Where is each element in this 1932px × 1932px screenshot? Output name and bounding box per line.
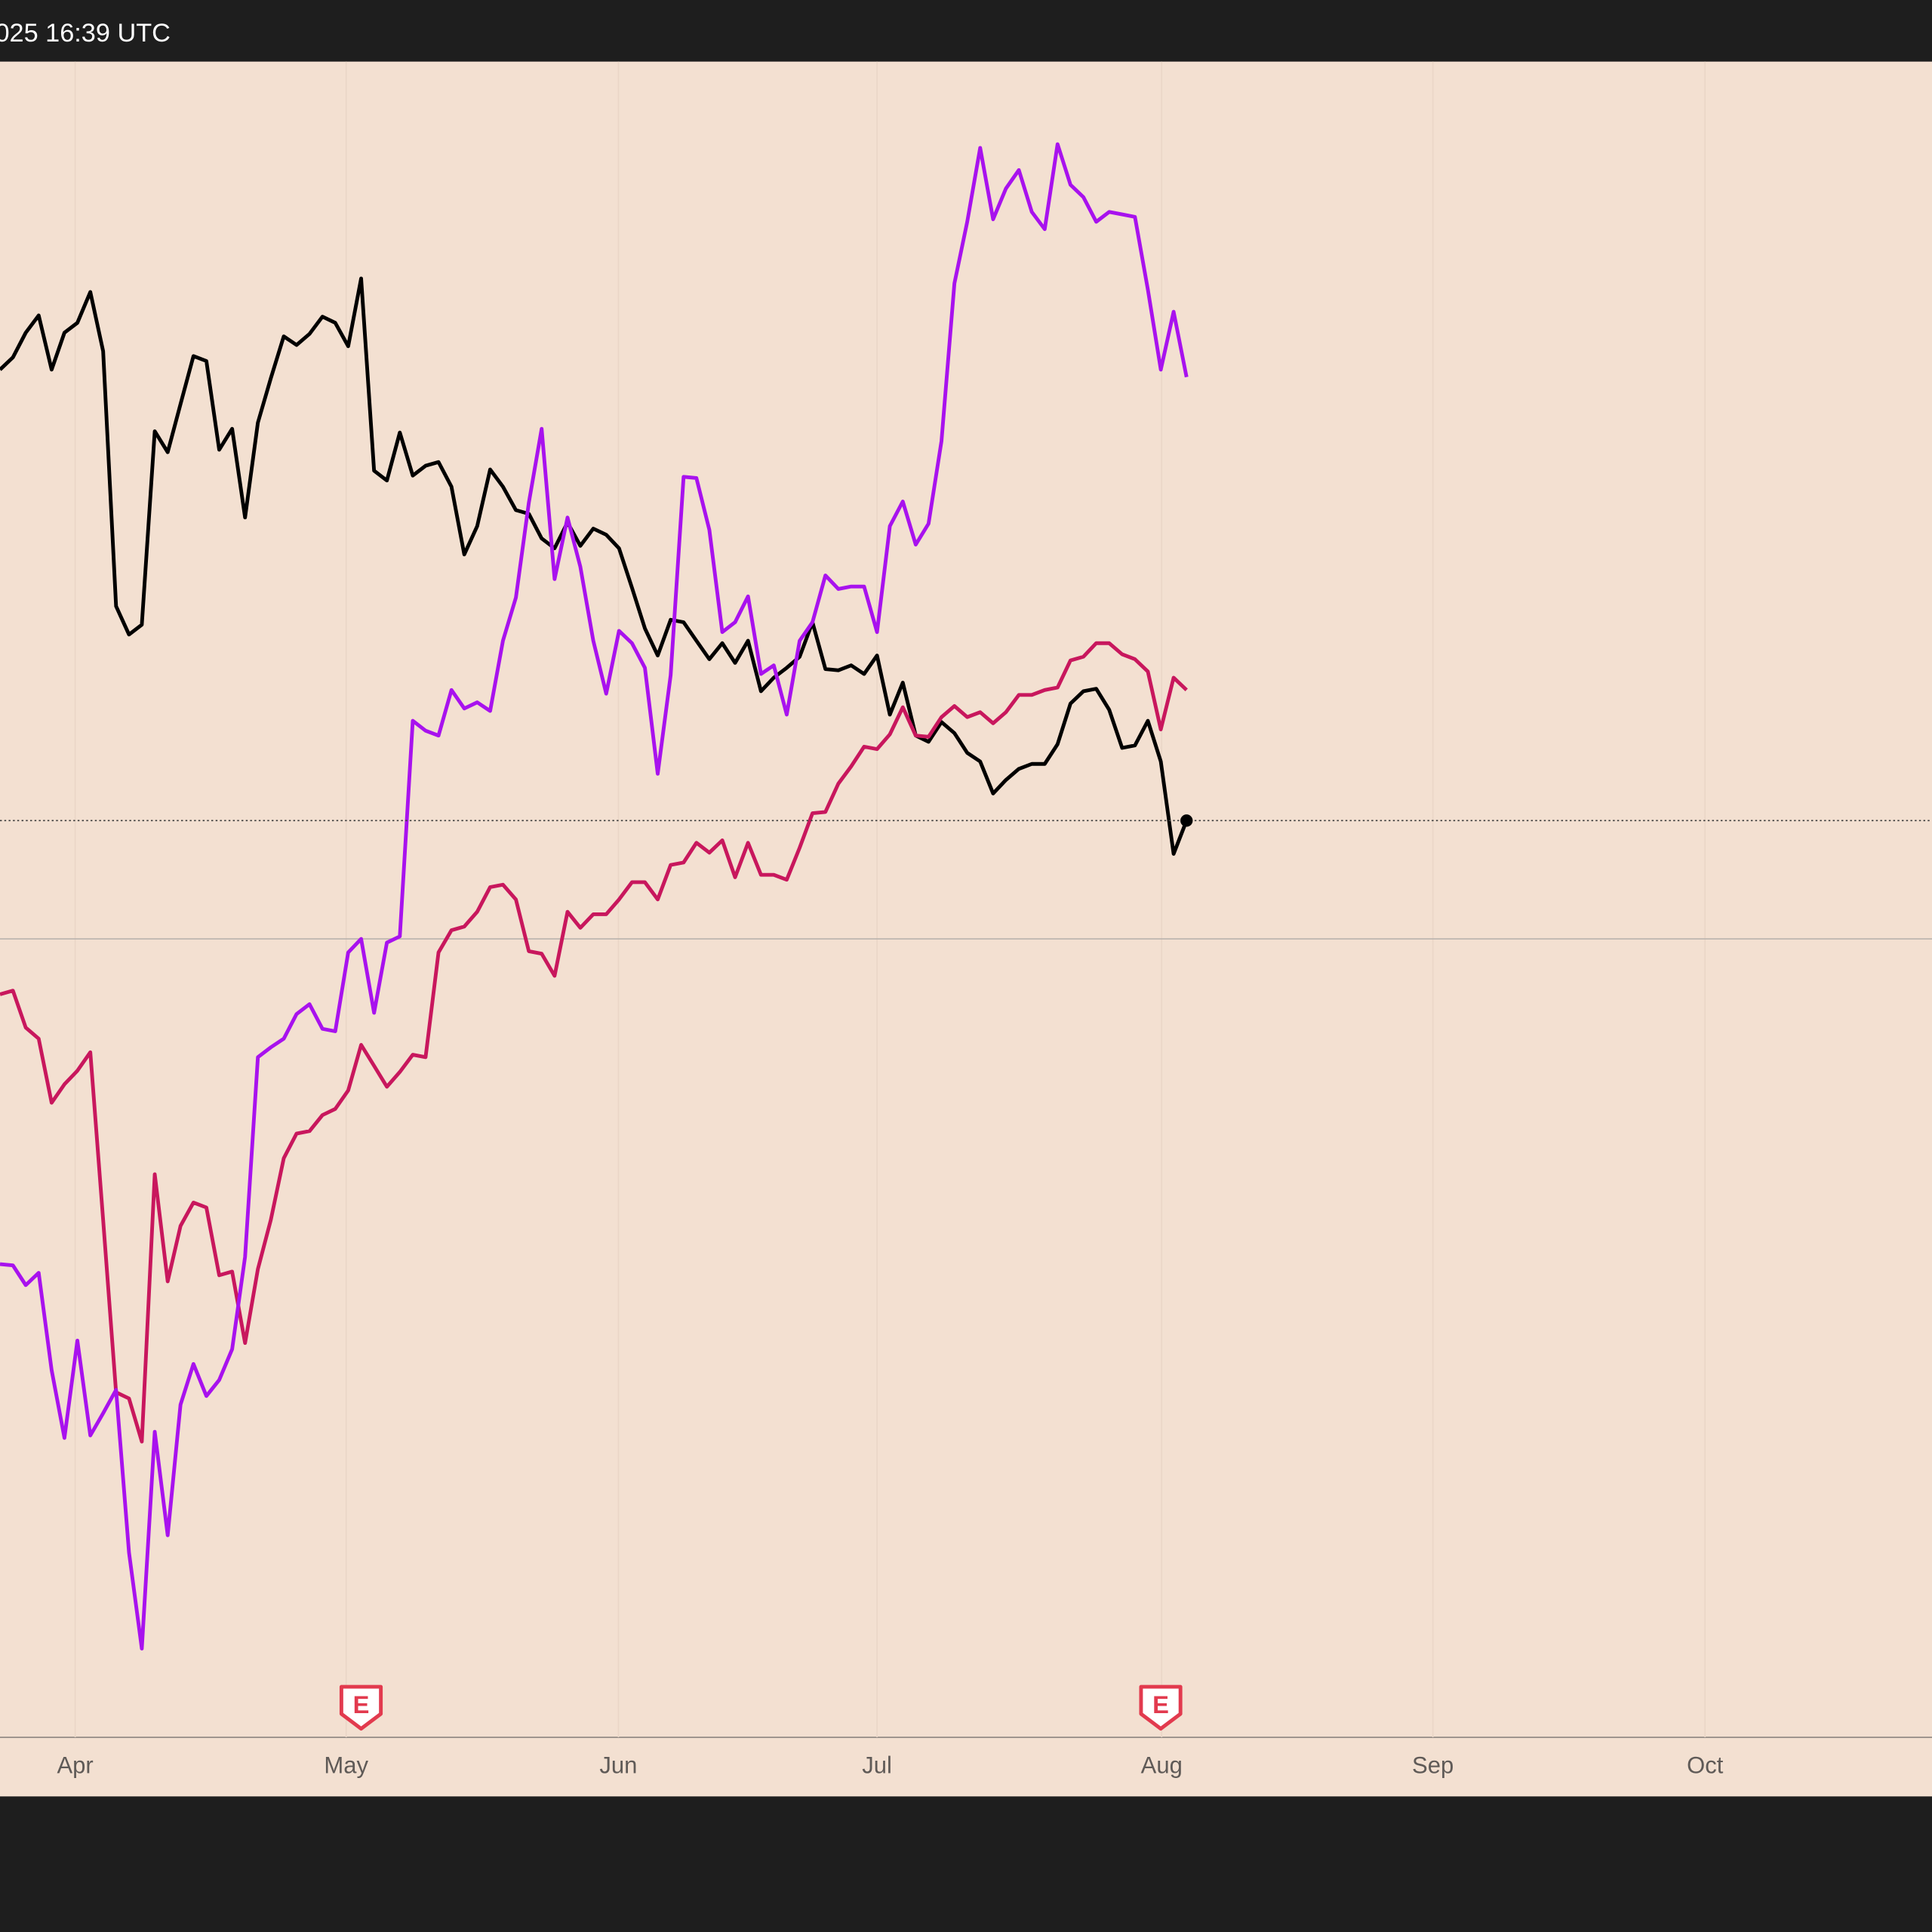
x-tick-label: Oct	[1687, 1752, 1724, 1778]
header-bar	[0, 0, 1932, 62]
header-text: 025 16:39 UTC	[0, 19, 171, 48]
x-tick-label: Aug	[1141, 1752, 1183, 1778]
x-tick-label: Jul	[862, 1752, 892, 1778]
last-point	[1180, 814, 1193, 827]
series-line	[0, 276, 1189, 856]
series-line	[0, 641, 1188, 1444]
earnings-label: E	[353, 1690, 370, 1718]
earnings-marker	[339, 1684, 383, 1731]
x-tick-label: Apr	[57, 1752, 93, 1778]
x-tick-label: Jun	[599, 1752, 637, 1778]
earnings-marker	[1139, 1684, 1183, 1731]
footer-bar	[0, 1796, 1932, 1932]
series-line	[0, 142, 1189, 1651]
x-tick-label: May	[324, 1752, 368, 1778]
plot-background	[0, 61, 1932, 1797]
earnings-label: E	[1152, 1690, 1169, 1718]
x-tick-label: Sep	[1412, 1752, 1454, 1778]
